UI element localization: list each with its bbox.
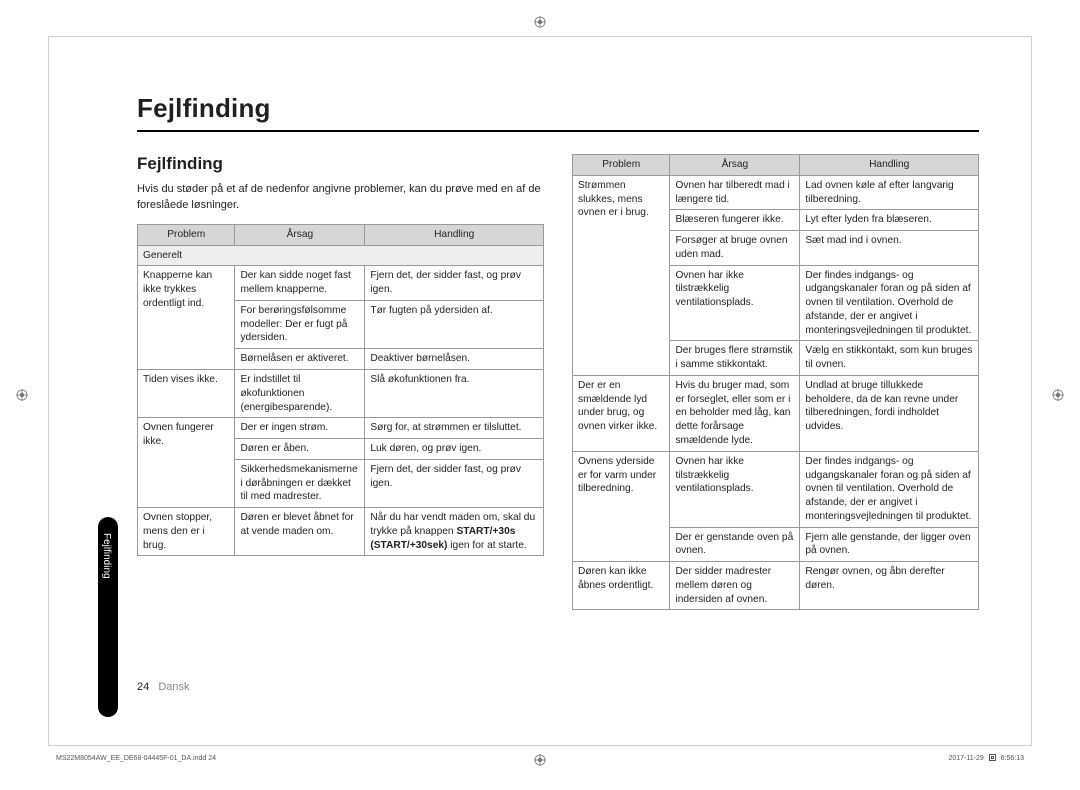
reg-mark-right bbox=[1052, 389, 1064, 401]
col-header-action: Handling bbox=[365, 224, 544, 245]
troubleshoot-table-left: Problem Årsag Handling Generelt Knappern… bbox=[137, 224, 544, 557]
left-column: Fejlfinding Hvis du støder på et af de n… bbox=[137, 154, 544, 556]
cell-cause: For berøringsfølsomme modeller: Der er f… bbox=[235, 300, 365, 348]
page-footer: 24 Dansk bbox=[137, 681, 190, 693]
cell-cause: Hvis du bruger mad, som er forseglet, el… bbox=[670, 375, 800, 451]
cell-cause: Der kan sidde noget fast mellem knappern… bbox=[235, 266, 365, 301]
cell-cause: Forsøger at bruge ovnen uden mad. bbox=[670, 231, 800, 266]
cell-action: Lad ovnen køle af efter langvarig tilber… bbox=[800, 175, 979, 210]
side-tab: Fejlfinding bbox=[98, 517, 118, 717]
cell-problem: Ovnen stopper, mens den er i brug. bbox=[138, 508, 235, 556]
cell-action: Slå økofunktionen fra. bbox=[365, 370, 544, 418]
table-header-row: Problem Årsag Handling bbox=[573, 155, 979, 176]
cell-cause: Ovnen har ikke tilstrækkelig ventilation… bbox=[670, 451, 800, 527]
cell-action: Fjern det, der sidder fast, og prøv igen… bbox=[365, 459, 544, 507]
cell-action: Sørg for, at strømmen er tilsluttet. bbox=[365, 418, 544, 439]
cell-problem: Tiden vises ikke. bbox=[138, 370, 235, 418]
cell-problem: Der er en smældende lyd under brug, og o… bbox=[573, 375, 670, 451]
print-meta-timestamp: 2017-11-29 6:56:13 bbox=[948, 753, 1024, 762]
cell-cause: Døren er åben. bbox=[235, 439, 365, 460]
cell-action: Tør fugten på ydersiden af. bbox=[365, 300, 544, 348]
page-frame: Fejlfinding Fejlfinding Fejlfinding Hvis… bbox=[48, 36, 1032, 746]
table-row: Der er en smældende lyd under brug, og o… bbox=[573, 375, 979, 451]
section-intro: Hvis du støder på et af de nedenfor angi… bbox=[137, 182, 544, 214]
col-header-problem: Problem bbox=[138, 224, 235, 245]
print-meta-filename: MS22M8054AW_EE_DE68-04445F-01_DA.indd 24 bbox=[56, 755, 216, 762]
cell-cause: Der er ingen strøm. bbox=[235, 418, 365, 439]
action-suffix: igen for at starte. bbox=[447, 540, 526, 551]
cell-cause: Blæseren fungerer ikke. bbox=[670, 210, 800, 231]
print-meta-time: 6:56:13 bbox=[1001, 755, 1024, 762]
cell-action: Fjern alle genstande, der ligger oven på… bbox=[800, 527, 979, 562]
cell-cause: Børnelåsen er aktiveret. bbox=[235, 349, 365, 370]
col-header-problem: Problem bbox=[573, 155, 670, 176]
table-row: Knapperne kan ikke trykkes ordentligt in… bbox=[138, 266, 544, 301]
cell-action: Lyt efter lyden fra blæseren. bbox=[800, 210, 979, 231]
reg-mark-bottom bbox=[534, 754, 546, 766]
cell-cause: Ovnen har ikke tilstrækkelig ventilation… bbox=[670, 265, 800, 341]
table-header-row: Problem Årsag Handling bbox=[138, 224, 544, 245]
page-title: Fejlfinding bbox=[137, 93, 979, 132]
cell-action: Luk døren, og prøv igen. bbox=[365, 439, 544, 460]
cell-action: Sæt mad ind i ovnen. bbox=[800, 231, 979, 266]
cell-cause: Der sidder madrester mellem døren og ind… bbox=[670, 562, 800, 610]
cell-cause: Ovnen har tilberedt mad i længere tid. bbox=[670, 175, 800, 210]
table-row: Døren kan ikke åbnes ordentligt. Der sid… bbox=[573, 562, 979, 610]
cell-problem: Knapperne kan ikke trykkes ordentligt in… bbox=[138, 266, 235, 370]
page-number: 24 bbox=[137, 681, 149, 693]
col-header-cause: Årsag bbox=[235, 224, 365, 245]
col-header-cause: Årsag bbox=[670, 155, 800, 176]
table-row: Tiden vises ikke. Er indstillet til økof… bbox=[138, 370, 544, 418]
print-meta-date: 2017-11-29 bbox=[948, 755, 983, 762]
cell-cause: Der er genstande oven på ovnen. bbox=[670, 527, 800, 562]
reg-mark-left bbox=[16, 389, 28, 401]
cell-cause: Sikkerhedsmekanismerne i døråbningen er … bbox=[235, 459, 365, 507]
reg-mark-top bbox=[534, 16, 546, 28]
page-language: Dansk bbox=[158, 681, 189, 693]
col-header-action: Handling bbox=[800, 155, 979, 176]
cell-problem: Ovnens yderside er for varm under tilber… bbox=[573, 451, 670, 561]
cell-action: Undlad at bruge tillukkede beholdere, da… bbox=[800, 375, 979, 451]
right-column: Problem Årsag Handling Strømmen slukkes,… bbox=[572, 154, 979, 610]
two-column-layout: Fejlfinding Hvis du støder på et af de n… bbox=[137, 154, 979, 610]
cell-cause: Der bruges flere strømstik i samme stikk… bbox=[670, 341, 800, 376]
table-section-label: Generelt bbox=[138, 245, 544, 266]
cell-problem: Døren kan ikke åbnes ordentligt. bbox=[573, 562, 670, 610]
cell-action: Vælg en stikkontakt, som kun bruges til … bbox=[800, 341, 979, 376]
table-row: Ovnens yderside er for varm under tilber… bbox=[573, 451, 979, 527]
cell-action: Når du har vendt maden om, skal du trykk… bbox=[365, 508, 544, 556]
table-row: Ovnen stopper, mens den er i brug. Døren… bbox=[138, 508, 544, 556]
content-area: Fejlfinding Fejlfinding Hvis du støder p… bbox=[137, 93, 979, 691]
table-row: Strømmen slukkes, mens ovnen er i brug. … bbox=[573, 175, 979, 210]
cell-cause: Døren er blevet åbnet for at vende maden… bbox=[235, 508, 365, 556]
cell-problem: Strømmen slukkes, mens ovnen er i brug. bbox=[573, 175, 670, 375]
cell-action: Deaktiver børnelåsen. bbox=[365, 349, 544, 370]
cell-cause: Er indstillet til økofunktionen (energib… bbox=[235, 370, 365, 418]
table-section-row: Generelt bbox=[138, 245, 544, 266]
cell-action: Der findes indgangs- og udgangskanaler f… bbox=[800, 451, 979, 527]
table-row: Ovnen fungerer ikke. Der er ingen strøm.… bbox=[138, 418, 544, 439]
side-tab-label: Fejlfinding bbox=[101, 533, 112, 579]
cell-action: Fjern det, der sidder fast, og prøv igen… bbox=[365, 266, 544, 301]
troubleshoot-table-right: Problem Årsag Handling Strømmen slukkes,… bbox=[572, 154, 979, 610]
cell-problem: Ovnen fungerer ikke. bbox=[138, 418, 235, 508]
cell-action: Rengør ovnen, og åbn derefter døren. bbox=[800, 562, 979, 610]
section-heading: Fejlfinding bbox=[137, 154, 544, 174]
print-meta-icon bbox=[989, 754, 996, 761]
cell-action: Der findes indgangs- og udgangskanaler f… bbox=[800, 265, 979, 341]
